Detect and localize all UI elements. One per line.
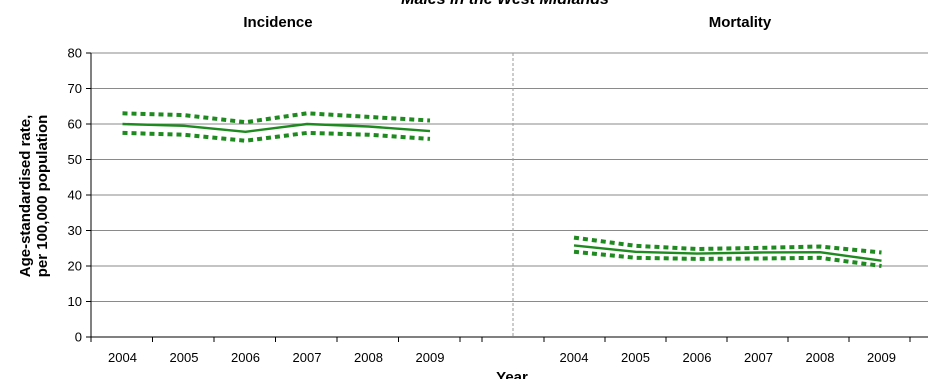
panel-title-incidence: Incidence	[243, 14, 312, 31]
x-tick-label: 2009	[416, 350, 445, 365]
x-tick-label: 2005	[621, 350, 650, 365]
y-axis-label: Age-standardised rate, per 100,000 popul…	[17, 115, 51, 278]
y-axis-label-line1: Age-standardised rate,	[17, 115, 34, 278]
y-tick-label: 40	[68, 188, 82, 203]
series-line-mortality-dotted	[573, 235, 882, 255]
x-tick-label: 2004	[108, 350, 137, 365]
y-tick-label: 30	[68, 223, 82, 238]
x-tick-label: 2007	[293, 350, 322, 365]
x-tick-label: 2004	[560, 350, 589, 365]
x-tick-label: 2008	[354, 350, 383, 365]
series-line-incidence-dotted	[122, 130, 431, 143]
series-line-incidence-dotted	[122, 111, 431, 125]
y-tick-label: 20	[68, 259, 82, 274]
x-tick-label: 2005	[170, 350, 199, 365]
y-tick-label: 0	[75, 330, 82, 345]
y-tick-label: 10	[68, 294, 82, 309]
x-tick-label: 2007	[744, 350, 773, 365]
y-tick-label: 80	[68, 46, 82, 61]
y-tick-label: 60	[68, 117, 82, 132]
x-tick-label: 2008	[806, 350, 835, 365]
y-axis-label-line2: per 100,000 population	[34, 115, 51, 278]
series-line-mortality-solid	[573, 244, 882, 262]
x-tick-label: 2006	[231, 350, 260, 365]
y-tick-label: 70	[68, 81, 82, 96]
x-axis-label: Year	[496, 369, 528, 379]
panel-title-mortality: Mortality	[709, 14, 772, 31]
series-line-incidence-solid	[122, 122, 431, 134]
x-tick-label: 2006	[683, 350, 712, 365]
series-line-mortality-dotted	[573, 249, 882, 268]
x-tick-label: 2009	[867, 350, 896, 365]
y-tick-label: 50	[68, 152, 82, 167]
chart-title: Males in the West Midlands	[401, 0, 609, 8]
